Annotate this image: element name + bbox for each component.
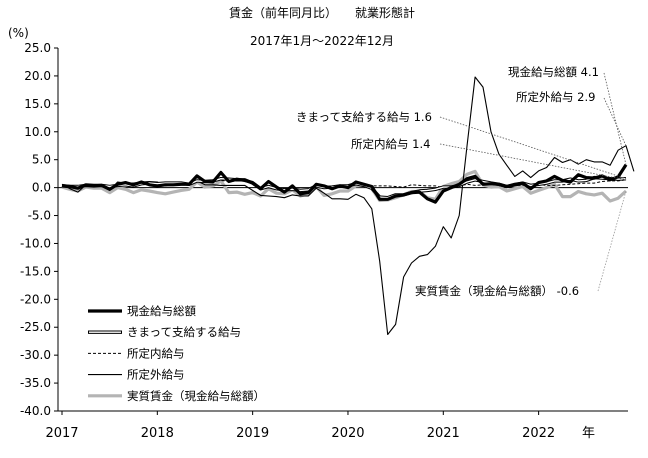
y-tick-label: 20.0 [24,69,51,83]
y-tick-label: 15.0 [24,97,51,111]
y-tick-label: -30.0 [20,348,51,362]
x-tick-label: 2022 [522,426,555,441]
y-tick-label: 25.0 [24,41,51,55]
x-tick-label: 2020 [331,426,364,441]
annotation-label: 所定外給与 2.9 [516,90,595,104]
y-axis-unit: (%) [8,26,29,40]
chart-subtitle: 2017年1月～2022年12月 [250,34,394,48]
annotation-label: 所定内給与 1.4 [351,137,430,151]
x-tick-label: 2017 [45,426,78,441]
annotation-leader [603,97,627,146]
x-tick-label: 2019 [236,426,269,441]
legend-label: きまって支給する給与 [127,325,241,339]
y-tick-label: -20.0 [20,292,51,306]
annotation-label: きまって支給する給与 1.6 [296,110,432,124]
series-line [61,169,628,203]
annotation-label: 実質賃金（現金給与総額） -0.6 [415,284,579,298]
annotation-leader [597,190,627,292]
y-tick-label: 10.0 [24,125,51,139]
y-tick-label: -10.0 [20,236,51,250]
y-tick-label: 0.0 [32,181,51,195]
series-line [61,163,628,204]
x-tick-label: 2018 [141,426,174,441]
legend-label: 所定内給与 [127,346,185,360]
legend-label: 現金給与総額 [127,304,196,318]
annotations: 現金給与総額 4.1 所定外給与 2.9 きまって支給する給与 1.6 所定内給与 1… [296,65,627,298]
annotation-leader [439,116,627,180]
legend-label: 実質賃金（現金給与総額） [127,389,265,403]
annotation-leader [603,72,627,165]
x-tick-label: 2021 [427,426,460,441]
y-tick-label: -15.0 [20,264,51,278]
y-tick-label: -5.0 [28,209,51,223]
legend-label: 所定外給与 [127,368,185,382]
annotation-label: 現金給与総額 4.1 [508,65,599,79]
y-tick-label: -40.0 [20,404,51,418]
y-tick-label: 5.0 [32,153,51,167]
y-tick-labels: 25.0 20.0 15.0 10.0 5.0 0.0 -5.0 -10.0 -15.0 -20.… [20,41,58,418]
y-tick-label: -25.0 [20,320,51,334]
chart-title: 賃金（前年同月比） 就業形態計 [229,5,415,20]
series-lines [61,76,635,336]
x-axis-label: 年 [582,426,595,441]
x-tick-labels: 2017 2018 2019 2020 2021 2022 [45,411,555,441]
y-tick-label: -35.0 [20,376,51,390]
